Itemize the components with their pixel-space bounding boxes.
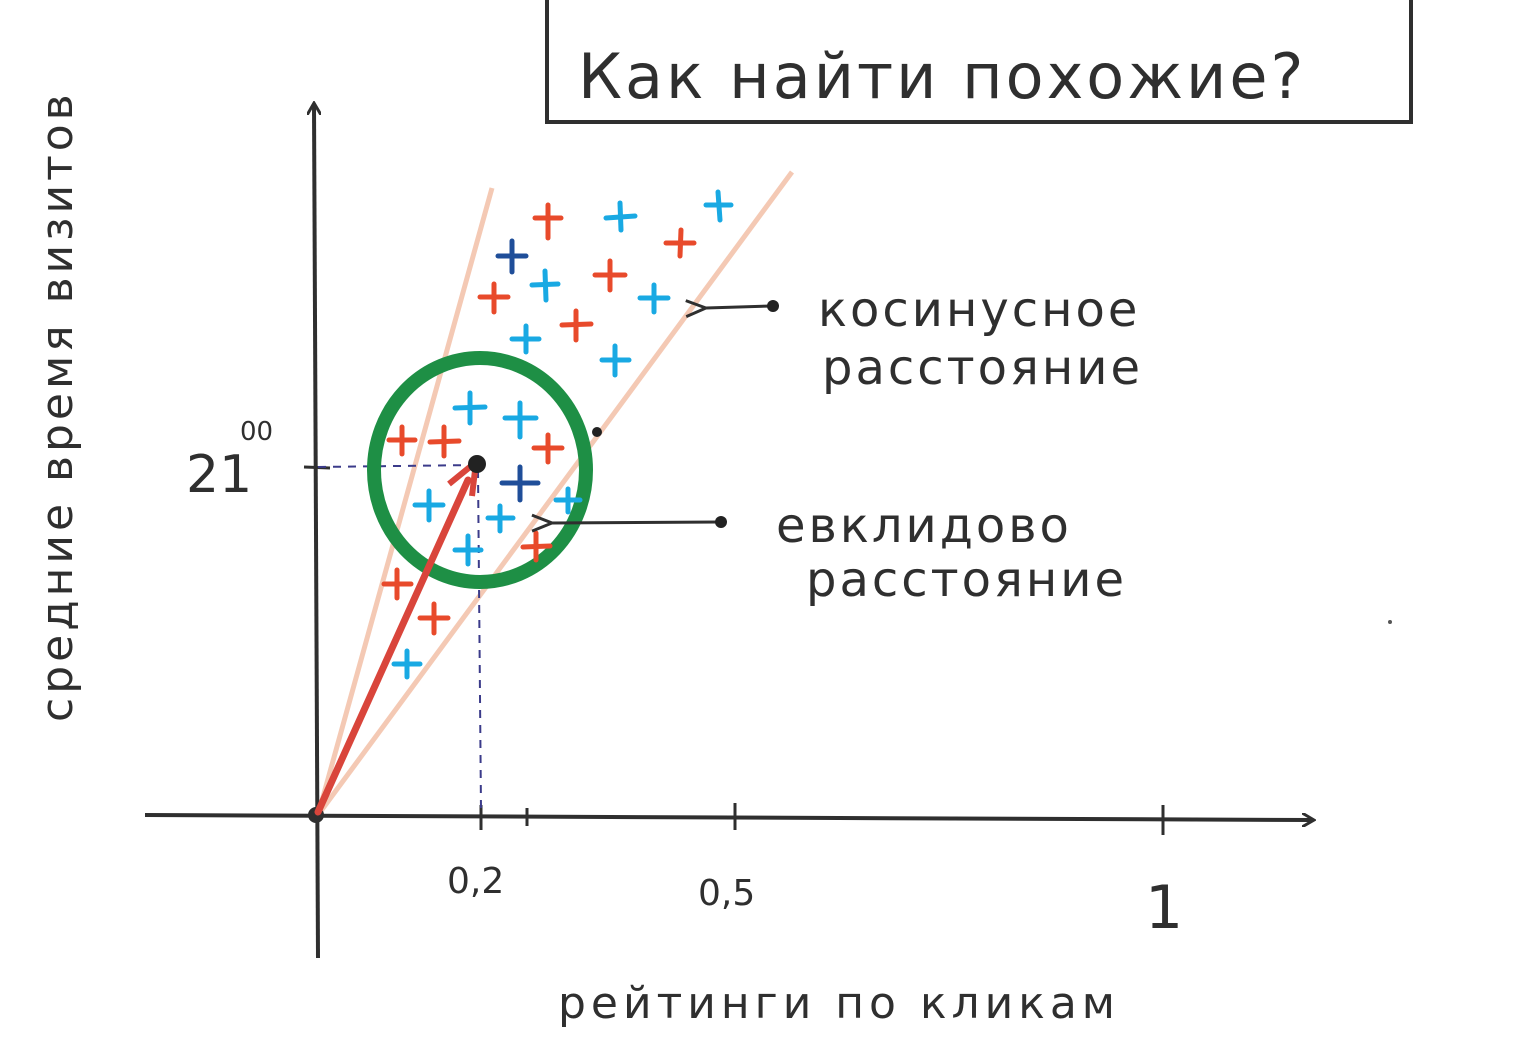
plus-blue	[553, 486, 583, 515]
plus-blue	[412, 488, 446, 523]
query-vector	[314, 455, 486, 816]
plus-navy	[495, 238, 529, 275]
x-axis	[144, 815, 1312, 820]
x-tick-label-0-5: 0,5	[698, 873, 755, 914]
query-point	[468, 455, 486, 473]
euclid-arrow	[552, 522, 721, 523]
plus-blue	[599, 343, 632, 378]
plus-blue	[452, 533, 484, 567]
y-axis-label: средние время визитов	[32, 90, 83, 722]
euclidean-circle	[367, 351, 593, 589]
y-tick-label: 21	[186, 445, 252, 505]
plus-blue	[452, 390, 488, 426]
plus-red	[520, 530, 553, 563]
plus-navy	[499, 464, 541, 503]
plus-red	[531, 432, 565, 465]
axes	[144, 105, 1312, 959]
plus-red	[532, 202, 564, 241]
x-axis-label: рейтинги по кликам	[558, 978, 1120, 1029]
plus-red	[559, 308, 594, 343]
title-box: Как найти похожие?	[545, 0, 1413, 124]
y-tick: 21 00	[186, 417, 331, 505]
cone-right-edge	[315, 170, 795, 817]
cosine-label-line1: косинусное	[818, 282, 1140, 338]
y-axis	[314, 105, 318, 959]
plus-red	[381, 567, 414, 601]
plus-red	[663, 227, 697, 259]
stray-dot	[1388, 620, 1392, 624]
annotation-arrows	[552, 300, 779, 528]
plus-red	[417, 601, 451, 636]
plus-blue	[502, 400, 539, 440]
cosine-arrow-dot	[767, 300, 779, 312]
vertical-projection	[477, 469, 482, 811]
cosine-label-line2: расстояние	[822, 340, 1143, 396]
plus-blue	[529, 268, 561, 303]
plus-blue	[509, 323, 542, 355]
plus-red	[592, 258, 628, 293]
y-tick-superscript: 00	[240, 417, 273, 447]
plus-blue	[603, 200, 638, 233]
diagram-title: Как найти похожие?	[578, 40, 1306, 113]
plus-red	[386, 424, 418, 457]
x-tick-label-0-2: 0,2	[447, 861, 504, 902]
cosine-arrow	[706, 306, 773, 308]
plus-blue	[485, 503, 516, 534]
plus-blue	[703, 189, 734, 223]
euclid-label-line1: евклидово	[776, 498, 1072, 554]
euclid-arrow-dot	[715, 516, 727, 528]
title-frame	[545, 0, 1413, 124]
horizontal-projection	[317, 464, 477, 468]
cone-left-edge	[315, 187, 495, 816]
vector-shaft	[314, 476, 472, 816]
plus-blue	[637, 282, 671, 315]
plus-blue	[391, 648, 423, 680]
projection-lines	[317, 464, 482, 811]
data-points	[381, 189, 734, 680]
x-ticks: 0,2 0,5 1	[447, 803, 1183, 943]
plus-red	[477, 281, 511, 315]
circle-marker-dot	[592, 427, 602, 437]
plus-red	[427, 424, 462, 459]
x-tick-label-1: 1	[1145, 873, 1183, 943]
annotations: косинусное расстояние евклидово расстоян…	[776, 282, 1143, 608]
euclid-label-line2: расстояние	[806, 552, 1127, 608]
y-tick-mark	[303, 465, 331, 470]
cosine-cone	[315, 170, 795, 817]
